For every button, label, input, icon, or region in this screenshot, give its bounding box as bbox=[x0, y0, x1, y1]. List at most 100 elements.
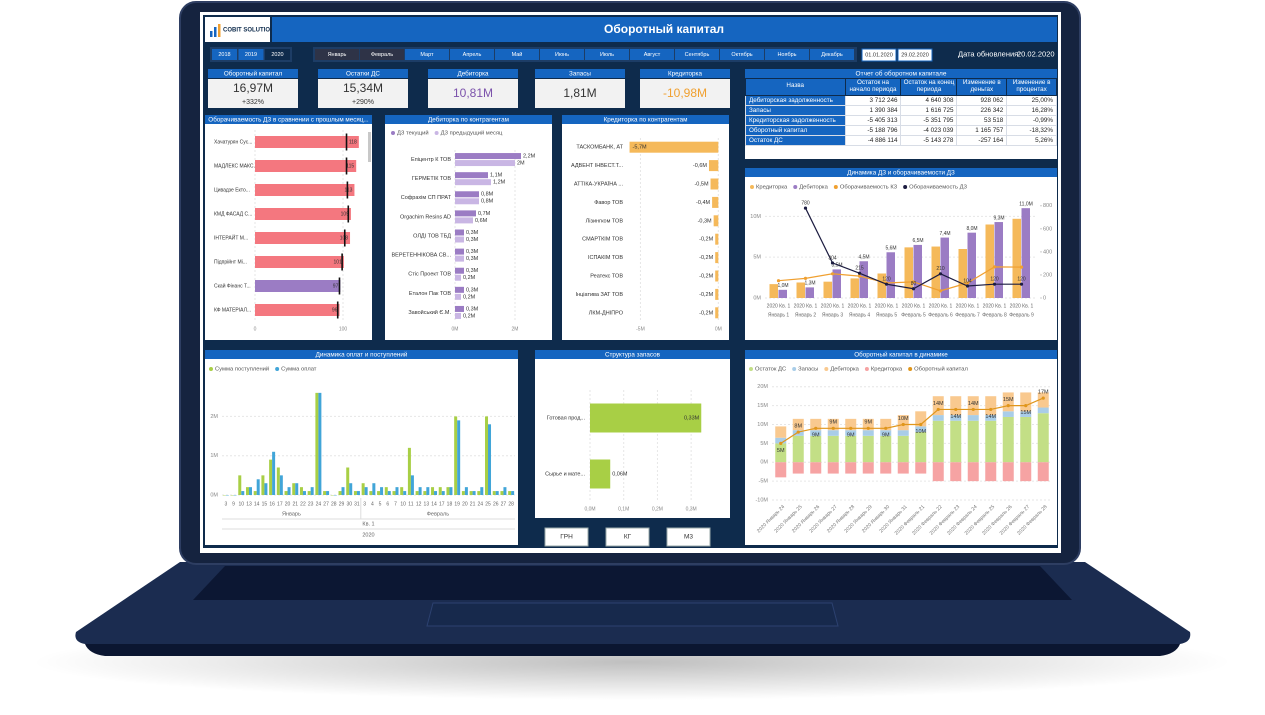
bar-segment bbox=[1002, 416, 1014, 463]
category-label: АТТІКА-УКРАЇНА ... bbox=[574, 180, 624, 187]
bar-segment bbox=[932, 415, 944, 421]
kpi-card bbox=[208, 79, 298, 108]
bar-segment bbox=[1002, 392, 1014, 412]
line-point bbox=[965, 281, 970, 285]
x-tick-label: 25 bbox=[485, 501, 491, 507]
month-button[interactable] bbox=[360, 49, 404, 60]
month-label: Ноябрь bbox=[777, 52, 796, 58]
data-label: -0,2M bbox=[699, 273, 713, 279]
date-input[interactable] bbox=[897, 48, 933, 62]
x-period-label: 2020 Кв. 1 bbox=[767, 303, 791, 309]
bar-segment bbox=[950, 396, 962, 416]
x-tick-label: 31 bbox=[354, 501, 360, 507]
x-tick-label: 30 bbox=[346, 501, 352, 507]
table-row: Остаток ДС -4 886 114 -5 143 278 -257 164 5,… bbox=[745, 134, 1057, 146]
line bbox=[778, 266, 1022, 292]
kpi-card bbox=[428, 79, 518, 108]
unit-button[interactable] bbox=[666, 527, 711, 547]
unit-button[interactable] bbox=[605, 527, 650, 547]
dashboard-title: Оборотный капитал bbox=[604, 22, 724, 36]
category-label: Еталон Пак ТОВ bbox=[409, 291, 451, 297]
line-point bbox=[1006, 404, 1010, 408]
data-label: 1,3M bbox=[804, 281, 815, 287]
bar-segment bbox=[810, 418, 822, 431]
bar bbox=[395, 487, 399, 495]
x-tick-label: 13 bbox=[424, 501, 430, 507]
month-button[interactable] bbox=[540, 49, 584, 60]
bar bbox=[511, 491, 515, 495]
x-tick-label: 14 bbox=[254, 501, 260, 507]
month-button[interactable] bbox=[810, 49, 854, 60]
bar bbox=[715, 307, 719, 319]
bar-segment bbox=[775, 437, 787, 444]
bar-segment bbox=[985, 462, 997, 482]
x-tick-label: 27 bbox=[501, 501, 507, 507]
data-label: -0,2M bbox=[699, 255, 713, 261]
year-button[interactable] bbox=[238, 49, 264, 60]
category-label: Стіс Проект ТОВ bbox=[408, 272, 451, 278]
x-tick-label: 29 bbox=[339, 501, 345, 507]
month-button[interactable] bbox=[405, 49, 449, 60]
data-label: -0,6M bbox=[693, 163, 707, 169]
month-button[interactable] bbox=[585, 49, 629, 60]
x-tick-label: 3 bbox=[224, 501, 227, 507]
bar bbox=[913, 244, 922, 298]
category-label: Фавор ТОВ bbox=[594, 200, 623, 206]
bar-segment bbox=[792, 435, 804, 463]
line-point bbox=[779, 441, 783, 445]
category-label: Реатекс ТОВ bbox=[590, 273, 623, 279]
bar-segment bbox=[845, 418, 857, 431]
bar bbox=[318, 392, 322, 495]
table-cell: -0,99% bbox=[1006, 114, 1057, 126]
month-button[interactable] bbox=[450, 49, 494, 60]
data-label: 15M bbox=[1020, 410, 1031, 416]
month-button[interactable] bbox=[315, 49, 359, 60]
category-label: Скай Фінанс Т... bbox=[214, 282, 251, 289]
y-tick-label: 20M bbox=[757, 384, 768, 390]
kpi-header bbox=[640, 69, 730, 78]
bar-segment bbox=[1037, 413, 1049, 463]
kpi-header bbox=[535, 69, 625, 78]
bar bbox=[418, 487, 422, 495]
bar bbox=[241, 491, 245, 495]
month-button[interactable] bbox=[765, 49, 809, 60]
data-label: 14M bbox=[950, 414, 961, 420]
kpi-card bbox=[535, 79, 625, 108]
unit-button[interactable] bbox=[544, 527, 589, 547]
category-label: КФ МАТЕРІАЛ... bbox=[214, 307, 251, 313]
bar bbox=[500, 491, 504, 495]
month-button[interactable] bbox=[630, 49, 674, 60]
header-row: Назва Остаток на начало периода Остаток на… bbox=[745, 78, 1057, 96]
bar-segment bbox=[775, 426, 787, 438]
bar bbox=[477, 491, 481, 495]
bar-segment bbox=[880, 430, 892, 436]
table-row: Кредиторская задолженность -5 405 313 -5 3… bbox=[745, 114, 1057, 126]
x-tick-label: 17 bbox=[439, 501, 445, 507]
year-button[interactable] bbox=[212, 49, 237, 60]
x-tick-label: Февраль 8 bbox=[982, 312, 1007, 318]
data-label: -0,4M bbox=[696, 200, 710, 206]
category-label: Сырье и мате... bbox=[545, 471, 585, 477]
month-button[interactable] bbox=[720, 49, 764, 60]
bar bbox=[455, 293, 461, 300]
bar bbox=[307, 491, 311, 495]
year-button[interactable] bbox=[265, 49, 290, 60]
month-button[interactable] bbox=[495, 49, 539, 60]
panel bbox=[205, 350, 518, 545]
table-cell: Оборотный капитал bbox=[745, 124, 846, 136]
y-tick-label: 0M bbox=[210, 492, 218, 498]
date-input[interactable] bbox=[861, 48, 897, 62]
category-label: Епіцентр К ТОВ bbox=[411, 157, 451, 163]
panel bbox=[385, 115, 552, 340]
month-button[interactable] bbox=[675, 49, 719, 60]
y-tick-label: 2M bbox=[210, 414, 218, 420]
legend-swatch bbox=[275, 367, 280, 371]
bar bbox=[256, 479, 260, 495]
table-cell: 5,26% bbox=[1006, 134, 1057, 146]
table-cell: Дебиторская задолженность bbox=[745, 94, 846, 106]
bar bbox=[384, 487, 388, 495]
bar bbox=[455, 267, 464, 274]
bar bbox=[455, 179, 491, 186]
x-tick-label: 18 bbox=[447, 501, 453, 507]
